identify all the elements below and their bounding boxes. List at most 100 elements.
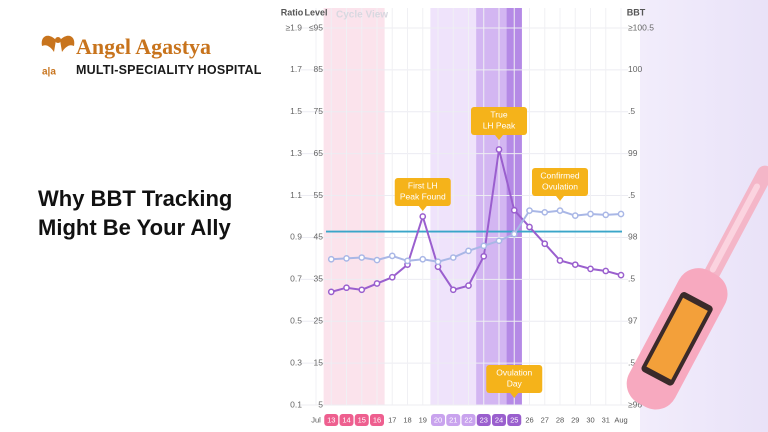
data-point (465, 247, 472, 255)
data-point (556, 207, 564, 214)
logo-name: Angel Agastya (76, 34, 212, 59)
level-tick-label: 35 (314, 274, 324, 284)
data-point (495, 146, 503, 153)
data-point (495, 237, 503, 245)
x-tick-label: 28 (556, 415, 564, 424)
level-tick-label: 75 (314, 106, 324, 116)
headline: Why BBT Tracking Might Be Your Ally (38, 184, 232, 242)
annotation-text: LH Peak (483, 120, 516, 130)
data-point (617, 271, 625, 279)
annotation-pointer (556, 196, 564, 201)
x-label-chip (476, 414, 491, 426)
data-point (434, 258, 442, 266)
level-tick-label: 65 (314, 148, 324, 158)
x-tick-label: 22 (464, 415, 472, 424)
data-point (358, 254, 366, 261)
y2-axis-title: BBT (627, 7, 646, 17)
y-tick-label: 0.9 (290, 232, 302, 242)
x-tick-label: 31 (602, 415, 610, 424)
data-point (327, 288, 335, 296)
x-label-chip (461, 414, 476, 426)
x-tick-label: 18 (403, 415, 411, 424)
data-point (419, 255, 427, 263)
x-tick-label: 27 (541, 415, 549, 424)
annotation-box (471, 107, 527, 135)
x-tick-label: 16 (373, 415, 381, 424)
annotation-pointer (495, 135, 503, 140)
y-tick-label: 1.7 (290, 64, 302, 74)
data-point (373, 256, 381, 264)
level-tick-label: 15 (314, 357, 324, 367)
annotation-pointer (418, 206, 427, 211)
data-point (388, 273, 396, 281)
x-label-chip (492, 414, 506, 426)
x-tick-label: 21 (449, 415, 457, 424)
annotation-text: True (490, 109, 507, 119)
annotation-text: Confirmed (540, 170, 579, 180)
annotation-text: Day (507, 378, 523, 388)
level-tick-label: 25 (314, 315, 324, 325)
data-point (343, 255, 350, 262)
data-point (419, 213, 427, 220)
x-tick-label: 19 (419, 415, 427, 424)
level-tick-label: 85 (314, 64, 324, 74)
data-point (449, 286, 457, 294)
x-label-chip (339, 414, 354, 426)
data-point (602, 211, 610, 219)
y2-tick-label: 99 (628, 148, 638, 158)
x-tick-label: 17 (388, 415, 396, 424)
x-tick-label: 14 (342, 415, 350, 424)
x-label-chip (354, 414, 369, 426)
x-tick-label: Aug (614, 415, 627, 424)
x-label-chip (507, 414, 522, 426)
thermometer (626, 165, 768, 410)
level-tick-label: 55 (314, 190, 324, 200)
data-point (343, 284, 350, 292)
chart-title: Cycle View (336, 10, 388, 21)
y2-tick-label: .5 (628, 106, 635, 116)
level-tick-label: 45 (314, 232, 324, 242)
phase-band (323, 8, 385, 405)
headline-line: Might Be Your Ally (38, 215, 231, 240)
y-tick-label: 0.1 (290, 399, 302, 409)
y-tick-label: 0.5 (290, 315, 302, 325)
data-point (617, 210, 625, 218)
data-point (526, 207, 533, 214)
x-tick-label: 15 (358, 415, 366, 424)
y2-tick-label: 97 (628, 315, 638, 325)
y2-tick-label: 100 (628, 64, 642, 74)
headline-line: Why BBT Tracking (38, 186, 233, 211)
x-tick-label: 30 (586, 415, 594, 424)
data-point (587, 210, 594, 218)
x-tick-label: 26 (525, 415, 533, 424)
y-level-title: Level (304, 7, 327, 17)
y2-tick-label: ≥100.5 (628, 22, 654, 32)
data-point (510, 230, 518, 238)
y2-tick-label: 98 (628, 232, 638, 242)
y-axis-title: Ratio (281, 7, 304, 17)
data-point (510, 206, 518, 214)
data-point (556, 257, 564, 264)
annotation-text: Peak Found (400, 191, 446, 201)
data-point (388, 252, 396, 260)
svg-text:a|a: a|a (42, 67, 56, 78)
y-tick-label: 0.7 (290, 274, 302, 284)
x-tick-label: 29 (571, 415, 579, 424)
data-point (465, 282, 472, 289)
annotation-text: First LH (408, 180, 438, 190)
data-point (541, 240, 549, 248)
x-label-chip (370, 414, 384, 426)
data-point (587, 265, 594, 273)
y2-tick-label: .5 (628, 357, 635, 367)
logo-subtitle: MULTI-SPECIALITY HOSPITAL (76, 63, 262, 77)
x-label-chip (431, 414, 445, 426)
x-tick-label: 13 (327, 415, 335, 424)
y-tick-label: 1.3 (290, 148, 302, 158)
x-tick-label: 23 (480, 415, 488, 424)
logo-icon: a|a (41, 35, 75, 78)
data-point (602, 267, 610, 275)
data-point (541, 208, 549, 216)
data-point (480, 252, 488, 260)
data-point (526, 223, 533, 231)
